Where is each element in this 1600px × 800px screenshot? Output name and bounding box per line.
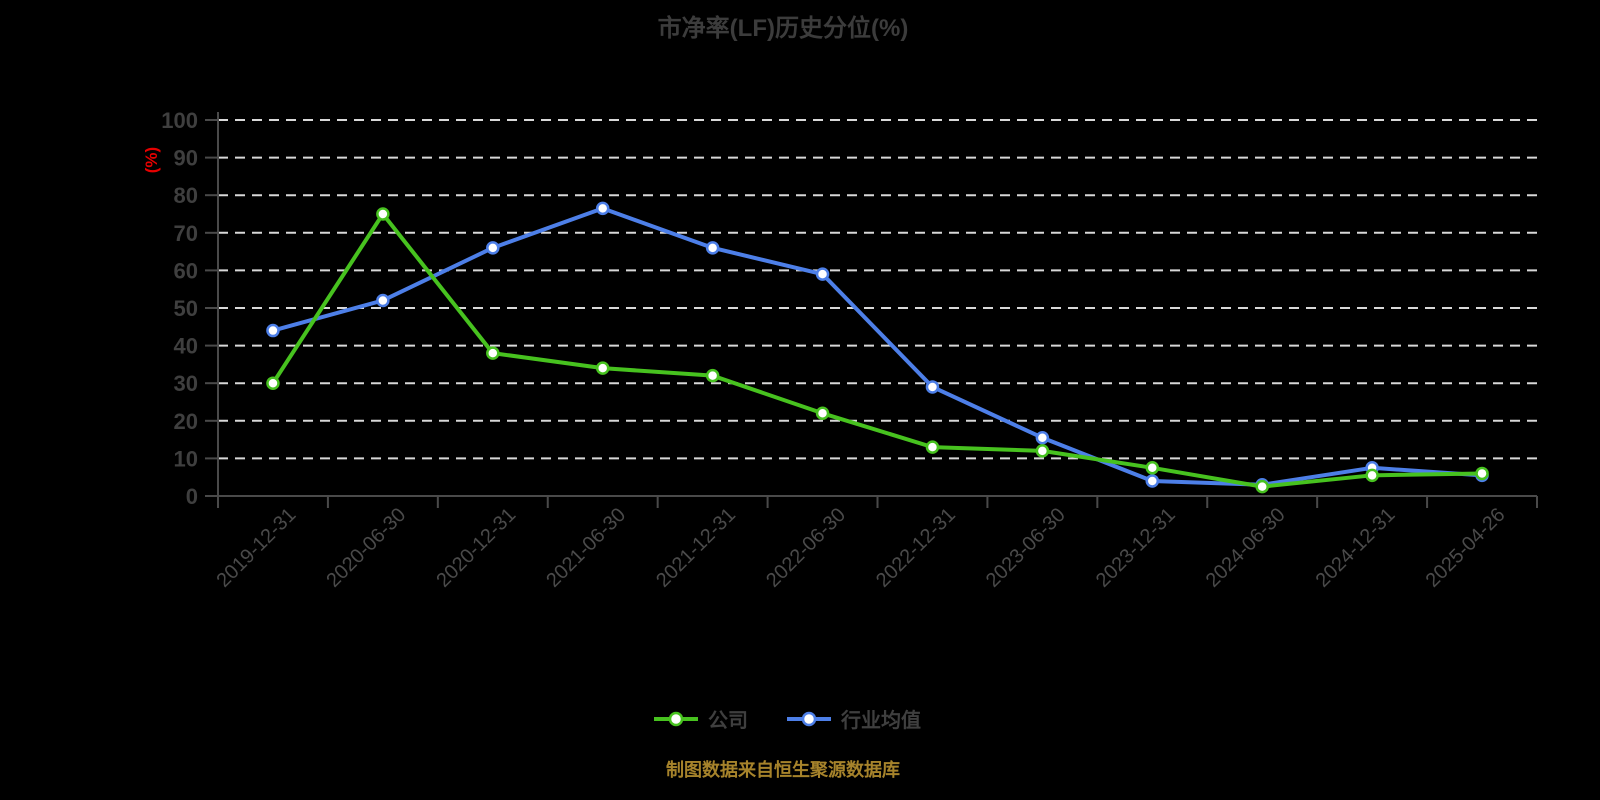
y-axis-unit-label: (%): [142, 146, 161, 174]
svg-text:50: 50: [174, 296, 198, 321]
svg-text:2020-06-30: 2020-06-30: [322, 504, 410, 592]
svg-text:2021-12-31: 2021-12-31: [652, 504, 740, 592]
svg-text:2022-06-30: 2022-06-30: [762, 504, 850, 592]
data-source-note: 制图数据来自恒生聚源数据库: [666, 760, 900, 780]
svg-text:2022-12-31: 2022-12-31: [872, 504, 960, 592]
legend-marker-industry-average-icon: [787, 711, 831, 726]
svg-text:2025-04-26: 2025-04-26: [1422, 504, 1510, 592]
svg-text:2019-12-31: 2019-12-31: [212, 504, 300, 592]
svg-text:40: 40: [174, 334, 198, 359]
svg-text:2024-12-31: 2024-12-31: [1312, 504, 1400, 592]
legend-item-company: 公司: [653, 704, 748, 733]
svg-text:2020-12-31: 2020-12-31: [432, 504, 520, 592]
svg-text:70: 70: [174, 221, 198, 246]
svg-text:2024-06-30: 2024-06-30: [1202, 504, 1290, 592]
svg-text:10: 10: [174, 446, 198, 471]
svg-text:0: 0: [186, 484, 198, 509]
svg-text:2021-06-30: 2021-06-30: [542, 504, 630, 592]
svg-text:60: 60: [174, 258, 198, 283]
svg-text:20: 20: [174, 409, 198, 434]
svg-text:90: 90: [174, 146, 198, 171]
svg-text:80: 80: [174, 183, 198, 208]
svg-text:30: 30: [174, 371, 198, 396]
legend-label-industry-average: 行业均值: [841, 710, 921, 732]
legend: 公司 行业均值: [653, 704, 921, 733]
svg-text:2023-12-31: 2023-12-31: [1092, 504, 1180, 592]
legend-item-industry-average: 行业均值: [786, 704, 921, 733]
svg-text:2023-06-30: 2023-06-30: [982, 504, 1070, 592]
svg-text:100: 100: [161, 108, 198, 133]
legend-marker-company-icon: [654, 711, 698, 726]
legend-label-company: 公司: [708, 710, 748, 732]
chart-title: 市净率(LF)历史分位(%): [657, 15, 909, 42]
